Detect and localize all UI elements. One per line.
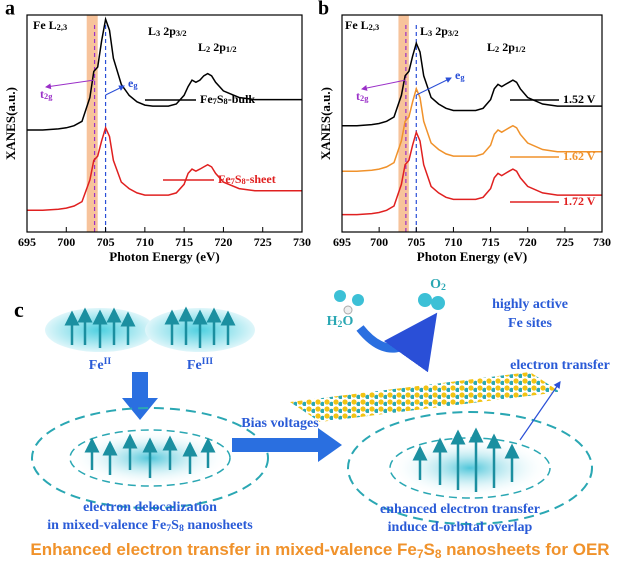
legend-label: 1.52 V	[563, 92, 596, 106]
annotation: eg	[128, 76, 138, 91]
eg-arrow	[416, 77, 452, 96]
annotation: L3 2p3/2	[148, 24, 187, 39]
molecules	[334, 290, 445, 315]
annotation: L2 2p1/2	[487, 40, 526, 55]
plot-frame	[341, 14, 603, 233]
annotation: Fe L2,3	[33, 18, 67, 33]
x-tick-label: 710	[136, 235, 154, 249]
electron-transfer: electron transfer	[510, 358, 610, 373]
x-axis-label: Photon Energy (eV)	[109, 249, 220, 264]
chart: Fe7S8-bulk Fe7S8-sheet 695 700 705 710 715 720 7…	[3, 0, 311, 264]
x-tick-label: 730	[593, 235, 611, 249]
fe-iii-label: FeIII	[187, 356, 213, 373]
pointer	[519, 381, 561, 441]
right-inner	[389, 437, 551, 499]
fe-ii-label: FeII	[89, 356, 112, 373]
bias-label: Bias voltages	[241, 416, 319, 431]
x-tick-label: 715	[482, 235, 500, 249]
x-tick-label: 695	[18, 235, 36, 249]
legend-label: 1.62 V	[563, 149, 596, 163]
legend-label: Fe7S8-sheet	[218, 172, 276, 187]
right-caption: enhanced electron transfer	[380, 502, 540, 517]
shaded-region	[86, 15, 98, 232]
chart: 1.52 V 1.62 V 1.72 V 695 700 705 710 715 720 725 7…	[318, 0, 611, 264]
spin-arrows	[64, 306, 236, 348]
right-ellipse	[347, 411, 593, 525]
series-line	[342, 86, 602, 172]
legend-label: Fe7S8-bulk	[200, 92, 255, 107]
x-axis-label: Photon Energy (eV)	[417, 249, 528, 264]
eg-arrow	[105, 85, 125, 96]
series-line	[27, 16, 302, 131]
right-caption: induce d-orbital overlap	[388, 520, 533, 535]
panel-label: a	[5, 0, 15, 20]
spin-arrows	[412, 427, 520, 492]
x-tick-label: 700	[370, 235, 388, 249]
series-line	[342, 129, 602, 216]
o2-label: O2	[430, 277, 446, 293]
series-line	[342, 40, 602, 127]
x-tick-label: 720	[519, 235, 537, 249]
reaction-arrow	[356, 312, 438, 373]
annotation: L3 2p3/2	[420, 24, 459, 39]
x-tick-label: 710	[444, 235, 462, 249]
left-ellipse	[31, 407, 269, 509]
x-tick-label: 700	[57, 235, 75, 249]
x-tick-label: 725	[556, 235, 574, 249]
left-caption: electron delocalization	[83, 500, 217, 515]
x-tick-label: 730	[293, 235, 311, 249]
annotation: eg	[455, 68, 465, 83]
shaded-region	[398, 15, 409, 232]
annotation: L2 2p1/2	[198, 40, 237, 55]
x-tick-label: 705	[97, 235, 115, 249]
left-caption: in mixed-valence Fe7S8 nanosheets	[47, 518, 253, 534]
legend-label: 1.72 V	[563, 194, 596, 208]
plot-frame	[26, 14, 303, 233]
annotation: t2g	[356, 89, 369, 104]
diagram: c FeII FeIII Bias voltages H2O O2 highly…	[14, 277, 610, 561]
t2g-arrow	[361, 79, 406, 91]
active-sites: Fe sites	[508, 316, 552, 331]
series-line	[27, 125, 302, 212]
x-tick-label: 725	[254, 235, 272, 249]
panel-label: b	[318, 0, 329, 20]
t2g-arrow	[45, 79, 95, 90]
annotation: t2g	[40, 87, 53, 102]
spin-arrows	[84, 433, 216, 478]
y-axis-label: XANES(a.u.)	[318, 87, 333, 160]
x-tick-label: 715	[175, 235, 193, 249]
panel-label: c	[14, 297, 24, 322]
x-tick-label: 720	[214, 235, 232, 249]
h2o-label: H2O	[327, 314, 354, 330]
x-tick-label: 695	[333, 235, 351, 249]
annotation: Fe L2,3	[345, 18, 379, 33]
nanosheet	[290, 372, 560, 422]
y-axis-label: XANES(a.u.)	[3, 87, 18, 160]
down-arrow	[122, 372, 158, 420]
figure-title: Enhanced electron transfer in mixed-vale…	[30, 540, 609, 560]
active-sites: highly active	[492, 297, 568, 312]
x-tick-label: 705	[407, 235, 425, 249]
bias-arrow	[232, 428, 342, 462]
